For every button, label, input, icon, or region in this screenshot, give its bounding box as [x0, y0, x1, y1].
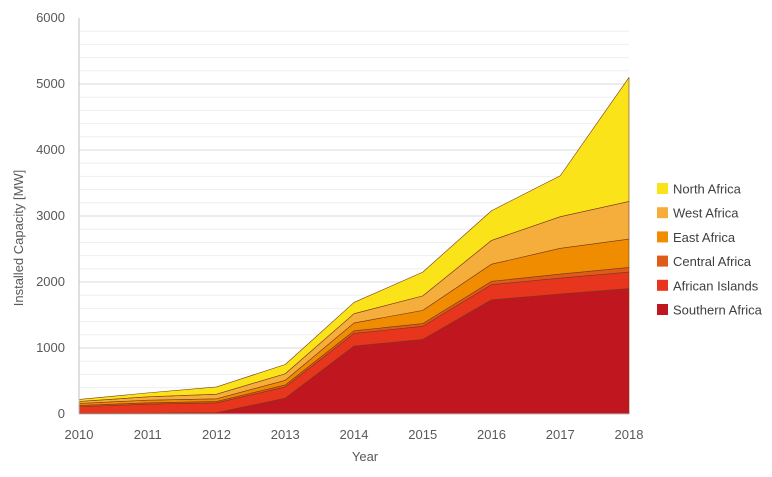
legend-swatch [657, 255, 668, 267]
legend-swatch [657, 183, 668, 194]
x-tick-label: 2018 [615, 427, 644, 442]
y-tick-label: 4000 [36, 142, 65, 157]
x-tick-label: 2015 [408, 427, 437, 442]
y-tick-label: 6000 [36, 10, 65, 25]
x-tick-labels: 2010 2011 2012 2013 2014 2015 2016 2017 2018 [65, 427, 644, 442]
y-tick-label: 0 [58, 406, 65, 421]
y-tick-labels: 0 1000 2000 3000 4000 5000 6000 [36, 10, 65, 421]
y-tick-label: 1000 [36, 340, 65, 355]
legend-label: West Africa [673, 206, 739, 221]
y-axis-title: Installed Capacity [MW] [11, 170, 26, 307]
area-north-africa [78, 77, 630, 402]
legend-label: North Africa [673, 182, 742, 197]
legend-swatch [657, 304, 668, 315]
x-axis-title: Year [352, 449, 379, 464]
axes [78, 18, 629, 415]
legend-swatch [657, 207, 668, 219]
x-tick-label: 2016 [477, 427, 506, 442]
x-tick-label: 2012 [202, 427, 231, 442]
y-tick-label: 5000 [36, 76, 65, 91]
x-tick-label: 2011 [134, 427, 162, 442]
x-tick-label: 2014 [340, 427, 369, 442]
x-tick-label: 2010 [65, 427, 94, 442]
legend-label: Southern Africa [673, 303, 763, 318]
legend-swatch [657, 279, 668, 291]
legend-swatch [657, 231, 668, 243]
y-tick-label: 2000 [36, 274, 65, 289]
legend-label: Central Africa [673, 254, 752, 269]
x-tick-label: 2017 [546, 427, 575, 442]
legend: North Africa West Africa East Africa Centra… [657, 182, 763, 318]
legend-label: African Islands [673, 278, 759, 293]
y-tick-label: 3000 [36, 208, 65, 223]
x-tick-label: 2013 [271, 427, 300, 442]
legend-label: East Africa [673, 230, 736, 245]
